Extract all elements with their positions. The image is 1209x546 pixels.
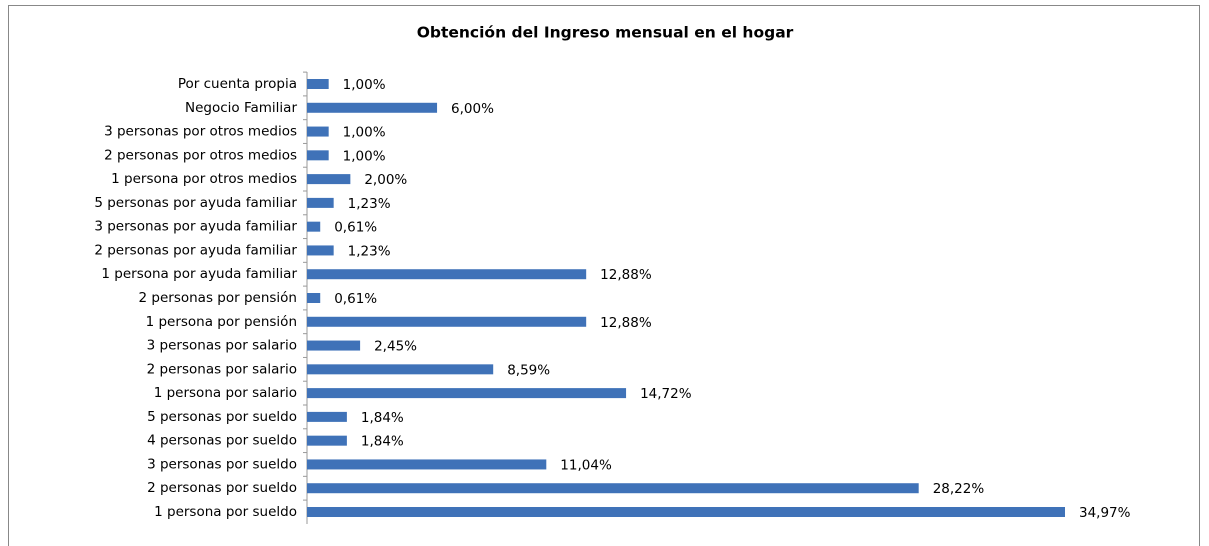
data-label: 1,00% xyxy=(343,148,386,164)
data-label: 11,04% xyxy=(560,457,612,473)
category-label: 1 persona por sueldo xyxy=(154,504,297,520)
bar xyxy=(307,507,1065,517)
bar xyxy=(307,174,351,185)
bar xyxy=(307,245,334,256)
data-label: 12,88% xyxy=(600,267,652,283)
data-label: 1,00% xyxy=(343,77,386,93)
data-label: 34,97% xyxy=(1079,505,1131,521)
category-label: 1 persona por ayuda familiar xyxy=(101,266,297,282)
data-label: 1,23% xyxy=(348,243,391,259)
category-label: 5 personas por sueldo xyxy=(147,409,297,425)
data-label: 2,00% xyxy=(364,172,407,188)
category-label: 4 personas por sueldo xyxy=(147,433,297,449)
category-label: 3 personas por sueldo xyxy=(147,456,297,472)
bar xyxy=(307,411,347,422)
bar xyxy=(307,126,329,137)
category-label: 5 personas por ayuda familiar xyxy=(94,195,297,211)
bar xyxy=(307,79,329,89)
data-label: 6,00% xyxy=(451,101,494,117)
bar xyxy=(307,388,627,399)
bar xyxy=(307,483,919,494)
bar xyxy=(307,435,347,446)
data-label: 1,84% xyxy=(361,434,404,450)
category-label: 2 personas por ayuda familiar xyxy=(94,242,297,258)
bar xyxy=(307,340,361,351)
data-label: 0,61% xyxy=(334,220,377,236)
category-label: Por cuenta propia xyxy=(178,76,297,92)
data-label: 1,00% xyxy=(343,125,386,141)
data-label: 1,23% xyxy=(348,196,391,212)
category-label: 2 personas por otros medios xyxy=(104,147,297,163)
category-label: 1 persona por pensión xyxy=(146,314,297,330)
data-label: 28,22% xyxy=(933,481,985,497)
chart-frame xyxy=(8,5,1200,546)
bar xyxy=(307,102,438,113)
data-label: 8,59% xyxy=(507,362,550,378)
data-label: 2,45% xyxy=(374,339,417,355)
data-label: 1,84% xyxy=(361,410,404,426)
bar xyxy=(307,293,321,303)
category-label: 2 personas por salario xyxy=(147,361,297,377)
bar xyxy=(307,150,329,161)
category-label: 2 personas por pensión xyxy=(139,290,297,306)
bar xyxy=(307,197,334,208)
category-label: 3 personas por otros medios xyxy=(104,124,297,140)
bar xyxy=(307,364,494,375)
data-label: 12,88% xyxy=(600,315,652,331)
data-label: 0,61% xyxy=(334,291,377,307)
chart-title: Obtención del Ingreso mensual en el hoga… xyxy=(417,24,794,42)
bar xyxy=(307,221,321,232)
data-label: 14,72% xyxy=(640,386,692,402)
category-label: Negocio Familiar xyxy=(185,100,297,116)
bar xyxy=(307,269,587,280)
category-label: 1 persona por otros medios xyxy=(111,171,297,187)
category-label: 3 personas por ayuda familiar xyxy=(94,219,297,235)
category-label: 3 personas por salario xyxy=(147,338,297,354)
category-label: 2 personas por sueldo xyxy=(147,480,297,496)
category-label: 1 persona por salario xyxy=(154,385,297,401)
bar xyxy=(307,459,547,470)
bar xyxy=(307,316,587,327)
